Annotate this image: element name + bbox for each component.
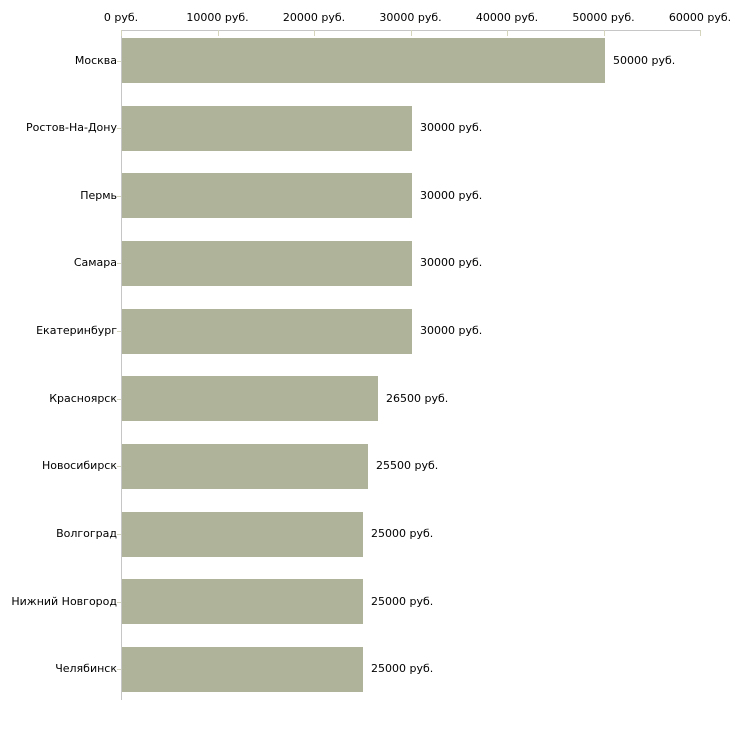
category-label: Волгоград	[56, 527, 117, 540]
x-axis-tick	[507, 30, 508, 36]
value-label: 30000 руб.	[420, 324, 483, 337]
y-axis-tick	[117, 331, 121, 332]
bar-Москва	[122, 38, 605, 83]
bar-Екатеринбург	[122, 309, 412, 354]
y-axis-tick	[117, 61, 121, 62]
category-label: Ростов-На-Дону	[25, 121, 117, 134]
x-axis-tick-label: 20000 руб.	[282, 11, 346, 24]
y-axis-tick	[117, 669, 121, 670]
x-axis-tick	[121, 30, 122, 36]
bar-Волгоград	[122, 512, 363, 557]
x-axis-tick	[700, 30, 701, 36]
value-label: 30000 руб.	[420, 189, 483, 202]
x-axis-tick-label: 60000 руб.	[668, 11, 730, 24]
x-axis-tick	[603, 30, 605, 36]
value-label: 25000 руб.	[371, 527, 434, 540]
x-axis-tick	[410, 30, 412, 36]
y-axis-tick	[117, 196, 121, 197]
value-label: 25000 руб.	[371, 595, 434, 608]
category-label: Екатеринбург	[36, 324, 117, 337]
y-axis-line	[121, 30, 122, 700]
category-label: Красноярск	[49, 392, 117, 405]
x-axis-tick-label: 40000 руб.	[475, 11, 539, 24]
x-axis-tick-label: 0 руб.	[103, 11, 139, 24]
y-axis-tick	[117, 534, 121, 535]
bar-Новосибирск	[122, 444, 368, 489]
value-label: 30000 руб.	[420, 256, 483, 269]
value-label: 25000 руб.	[371, 662, 434, 675]
category-label: Москва	[74, 54, 117, 67]
category-label: Новосибирск	[41, 459, 117, 472]
bar-Пермь	[122, 173, 412, 218]
bar-Самара	[122, 241, 412, 286]
bar-Красноярск	[122, 376, 378, 421]
y-axis-tick	[117, 602, 121, 603]
x-axis-tick	[314, 30, 315, 36]
category-label: Самара	[73, 256, 117, 269]
bar-Челябинск	[122, 647, 363, 692]
x-axis-tick-label: 10000 руб.	[186, 11, 249, 24]
bar-Нижний Новгород	[122, 579, 363, 624]
y-axis-tick	[117, 263, 121, 264]
y-axis-tick	[117, 399, 121, 400]
value-label: 50000 руб.	[613, 54, 676, 67]
category-label: Нижний Новгород	[11, 595, 117, 608]
y-axis-tick	[117, 466, 121, 467]
y-axis-tick	[117, 128, 121, 129]
value-label: 25500 руб.	[376, 459, 439, 472]
value-label: 26500 руб.	[386, 392, 449, 405]
x-axis-tick-label: 50000 руб.	[572, 11, 635, 24]
category-label: Пермь	[80, 189, 117, 202]
x-axis-tick-label: 30000 руб.	[379, 11, 442, 24]
x-axis-tick	[217, 30, 219, 36]
category-label: Челябинск	[55, 662, 117, 675]
value-label: 30000 руб.	[420, 121, 483, 134]
bar-Ростов-На-Дону	[122, 106, 412, 151]
